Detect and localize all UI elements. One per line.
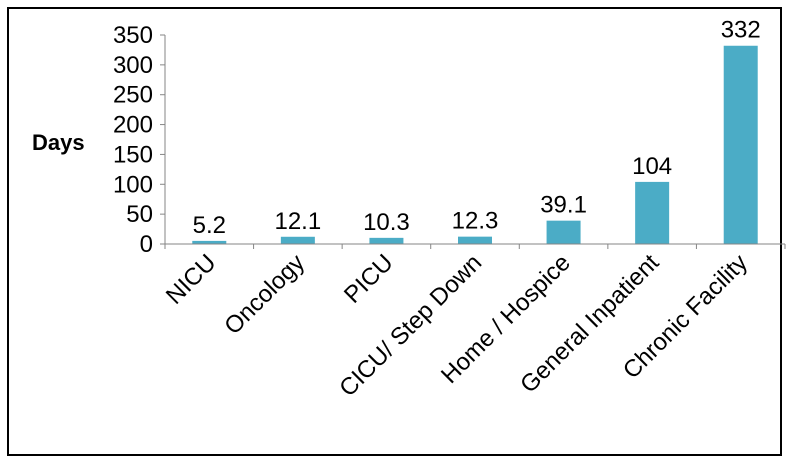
x-tick-label: Oncology — [219, 249, 310, 340]
y-tick-label: 0 — [140, 231, 153, 258]
bar — [192, 240, 227, 244]
bar — [280, 236, 315, 244]
data-label: 12.1 — [274, 208, 321, 235]
bar — [635, 181, 670, 244]
bar — [458, 236, 492, 244]
data-label: 10.3 — [363, 209, 410, 236]
data-label: 39.1 — [540, 192, 587, 219]
y-tick-label: 350 — [113, 22, 153, 49]
x-tick-label: NICU — [161, 249, 222, 310]
bar — [546, 220, 581, 244]
y-tick-label: 150 — [113, 141, 153, 168]
bar — [723, 45, 758, 245]
y-axis-label: Days — [32, 130, 85, 155]
data-label: 332 — [721, 17, 761, 44]
data-labels: 5.2 12.1 10.3 12.3 39.1 104 332 — [193, 17, 761, 239]
data-label: 5.2 — [193, 212, 226, 239]
y-tick-label: 200 — [113, 112, 153, 139]
data-label: 104 — [632, 153, 672, 180]
bars — [192, 45, 758, 245]
y-tick-label: 250 — [113, 82, 153, 109]
y-tick-label: 50 — [126, 201, 153, 228]
data-label: 12.3 — [452, 208, 499, 235]
y-tick-label: 100 — [113, 171, 153, 198]
y-tick-label: 300 — [113, 52, 153, 79]
bar — [369, 237, 404, 244]
x-tick-label: PICU — [339, 249, 399, 309]
